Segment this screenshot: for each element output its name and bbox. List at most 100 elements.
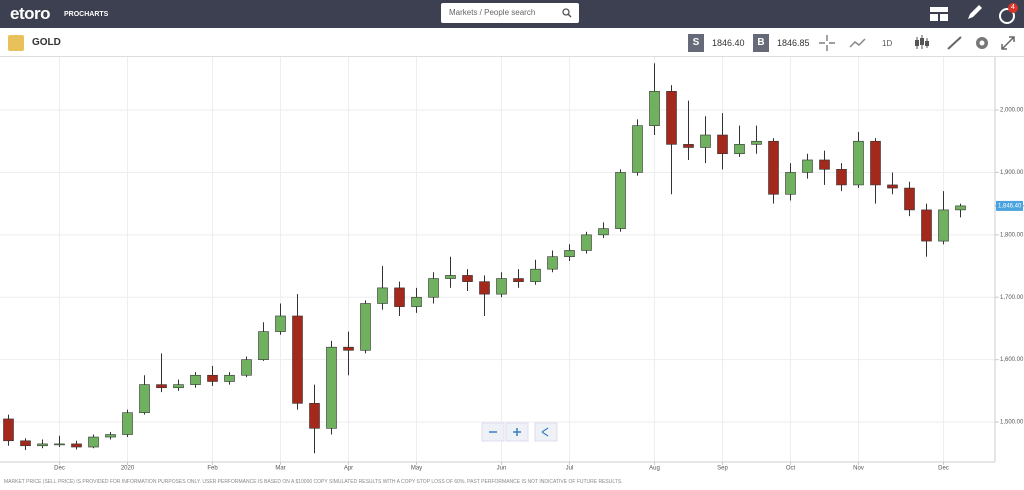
x-tick-label: 2020 xyxy=(121,466,135,472)
candle-body xyxy=(938,209,949,242)
chart-type-button[interactable] xyxy=(848,33,868,53)
timeframe-button[interactable]: 1D xyxy=(882,39,893,48)
candle-body xyxy=(275,315,286,332)
notifications-icon[interactable] xyxy=(998,6,1016,24)
candle-body xyxy=(428,278,439,298)
candle-body xyxy=(207,374,218,382)
candle-body xyxy=(343,346,354,351)
candle-body xyxy=(887,184,898,189)
candle-body xyxy=(479,281,490,295)
candle-body xyxy=(717,134,728,155)
y-tick-label: 1,700.00 xyxy=(1000,295,1024,301)
toolbar: GOLD S 1846.40 B 1846.85 1D xyxy=(0,29,1024,57)
candle-body xyxy=(598,228,609,236)
candle-body xyxy=(37,443,48,447)
candle-body xyxy=(819,159,830,170)
candle-body xyxy=(666,91,677,145)
candle-body xyxy=(853,140,864,186)
candle-body xyxy=(122,412,133,435)
sell-button[interactable]: S xyxy=(688,34,704,52)
x-tick-label: Jun xyxy=(497,466,507,472)
candle-body xyxy=(734,144,745,155)
disclaimer: MARKET PRICE (SELL PRICE) IS PROVIDED FO… xyxy=(4,479,623,485)
candle-body xyxy=(105,434,116,438)
candle-body xyxy=(768,140,779,195)
fullscreen-button[interactable] xyxy=(998,33,1018,53)
candle-body xyxy=(751,140,762,145)
candle-body xyxy=(173,384,184,389)
instrument-icon xyxy=(8,35,24,51)
candle-body xyxy=(71,443,82,448)
header: etoro PROCHARTS Markets / People search … xyxy=(0,0,1024,28)
crosshair-button[interactable] xyxy=(817,33,837,53)
x-tick-label: Sep xyxy=(717,466,728,472)
candle-body xyxy=(462,275,473,282)
candle-body xyxy=(411,296,422,307)
candle-body xyxy=(445,275,456,279)
y-tick-label: 2,000.00 xyxy=(1000,108,1024,114)
chart: 1,500.00 1,600.00 1,700.00 1,800.00 1,900.00… xyxy=(0,57,1024,472)
candle-body xyxy=(921,209,932,242)
current-price-label: 1,846.40 xyxy=(998,203,1022,209)
candle-body xyxy=(88,436,99,448)
settings-button[interactable] xyxy=(972,33,992,53)
x-tick-label: Apr xyxy=(344,466,353,472)
candle-body xyxy=(139,384,150,414)
grid xyxy=(0,57,995,462)
product-name: PROCHARTS xyxy=(64,11,109,18)
candle-body xyxy=(649,91,660,126)
x-tick-label: Aug xyxy=(649,466,660,472)
buy-price: 1846.85 xyxy=(777,38,810,48)
x-tick-label: May xyxy=(411,466,422,472)
drawing-button[interactable] xyxy=(945,33,965,53)
candle-body xyxy=(190,374,201,385)
x-tick-label: Jul xyxy=(566,466,574,472)
candle-body xyxy=(530,268,541,282)
buy-button[interactable]: B xyxy=(753,34,769,52)
candle-body xyxy=(241,359,252,376)
share-button[interactable] xyxy=(534,422,558,442)
search-box[interactable]: Markets / People search xyxy=(441,3,579,23)
search-placeholder: Markets / People search xyxy=(449,8,536,17)
current-price-box xyxy=(996,200,1023,211)
candle-body xyxy=(258,331,269,360)
candle-body xyxy=(802,159,813,173)
candle-body xyxy=(496,278,507,295)
candle-body xyxy=(547,256,558,270)
y-tick-label: 1,600.00 xyxy=(1000,357,1024,363)
x-tick-label: Mar xyxy=(275,466,285,472)
candle-body xyxy=(360,303,371,351)
layout-icon[interactable] xyxy=(930,7,948,21)
edit-icon[interactable] xyxy=(965,4,983,22)
candle-body xyxy=(292,315,303,404)
instrument-name: GOLD xyxy=(32,37,61,48)
candle-body xyxy=(20,440,31,447)
x-tick-label: Dec xyxy=(54,466,65,472)
candle-body xyxy=(785,172,796,195)
candle-body xyxy=(156,384,167,389)
x-tick-label: Dec xyxy=(938,466,949,472)
candle-body xyxy=(836,169,847,186)
notification-badge: 4 xyxy=(1008,3,1018,13)
candle-body xyxy=(632,125,643,173)
candle-body xyxy=(700,134,711,148)
search-icon xyxy=(562,8,572,18)
candle-body xyxy=(513,278,524,282)
candle-body xyxy=(683,144,694,148)
zoom-controls xyxy=(481,422,558,442)
candle-style-button[interactable] xyxy=(912,33,932,53)
candle-body xyxy=(870,140,881,186)
y-tick-label: 1,500.00 xyxy=(1000,420,1024,426)
x-tick-label: Oct xyxy=(786,466,796,472)
candle-body xyxy=(377,287,388,304)
candle-body xyxy=(309,403,320,429)
candle-body xyxy=(564,250,575,257)
candle-body xyxy=(955,205,966,211)
candle-body xyxy=(224,374,235,382)
y-tick-label: 1,900.00 xyxy=(1000,170,1024,176)
candle-body xyxy=(615,172,626,229)
logo[interactable]: etoro xyxy=(10,4,51,23)
candle-body xyxy=(394,287,405,307)
candle-body xyxy=(904,187,915,211)
